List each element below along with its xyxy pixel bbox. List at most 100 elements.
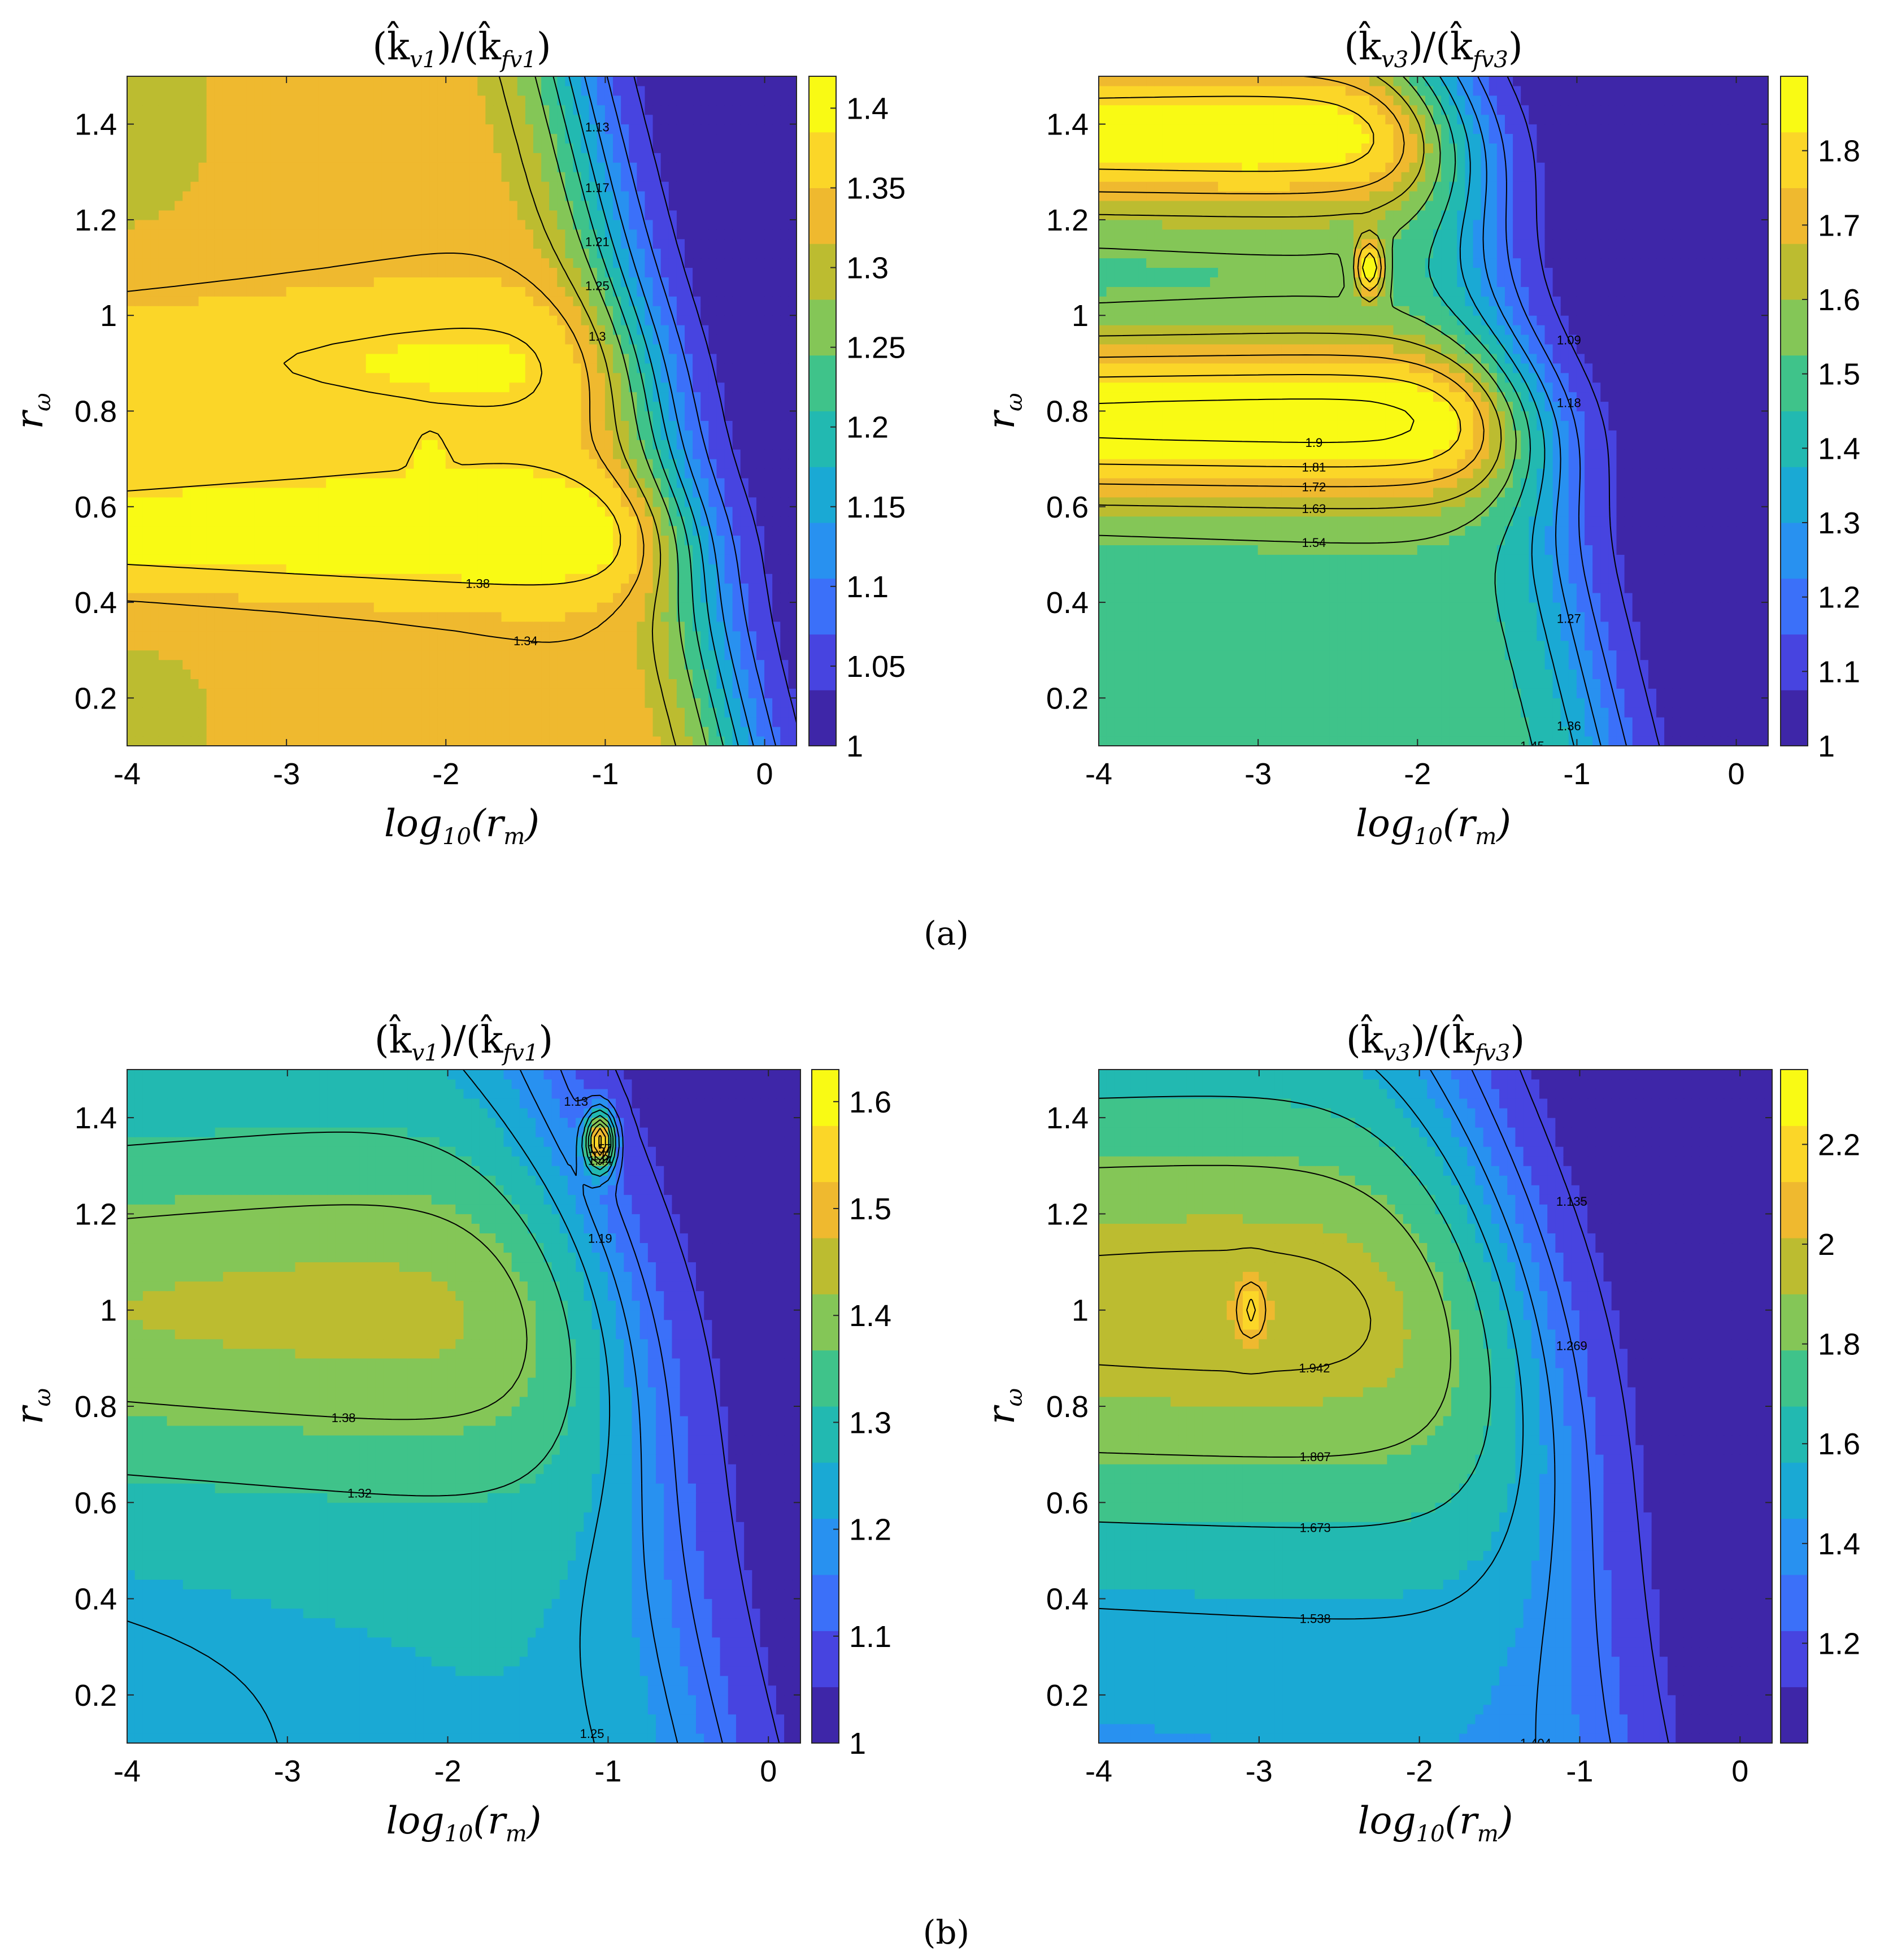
contour-cell [421,621,430,632]
contour-cell [700,248,710,259]
contour-cell [326,563,335,574]
contour-cell [421,363,430,373]
contour-cell [525,736,534,746]
contour-cell [652,219,662,230]
contour-cell [206,506,215,517]
contour-cell [270,497,279,507]
contour-cell [740,210,749,220]
contour-cell [198,669,207,679]
contour-cell [485,525,494,536]
contour-cell [462,592,471,603]
contour-cell [685,344,694,354]
contour-cell [182,688,192,698]
contour-cell [437,688,446,698]
contour-cell [175,181,184,192]
contour-cell [206,650,215,660]
contour-cell [222,181,231,192]
contour-cell [358,716,367,727]
contour-cell [238,219,247,230]
contour-cell [772,439,781,450]
contour-cell [589,516,598,527]
contour-cell [668,659,677,670]
contour-cell [477,688,486,698]
contour-cell [525,545,534,555]
contour-cell [788,669,797,679]
contour-cell [437,659,446,670]
contour-cell [509,238,518,249]
contour-cell [150,468,159,479]
contour-cell [381,640,391,651]
contour-cell [127,363,136,373]
contour-cell [485,363,494,373]
contour-cell [748,229,757,240]
contour-cell [365,535,375,545]
contour-cell [565,411,574,421]
contour-cell [222,679,231,689]
contour-cell [604,535,614,545]
contour-cell [167,621,176,632]
contour-cell [573,411,582,421]
contour-cell [406,640,415,651]
contour-cell [182,181,192,192]
contour-cell [573,592,582,603]
contour-cell [350,171,359,182]
contour-cell [740,190,749,201]
contour-cell [230,688,239,698]
contour-cell [764,411,773,421]
contour-cell [685,305,694,316]
contour-cell [501,611,510,622]
contour-cell [429,449,438,459]
contour-cell [127,315,136,325]
contour-cell [358,497,367,507]
contour-cell [469,411,478,421]
contour-cell [421,707,430,718]
contour-cell [493,248,502,259]
contour-cell [724,545,733,555]
contour-cell [629,286,638,297]
contour-cell [294,563,303,574]
contour-cell [206,334,215,345]
contour-cell [573,181,582,192]
contour-cell [565,707,574,718]
contour-cell [637,516,646,527]
contour-cell [613,650,622,660]
contour-cell [373,267,382,277]
contour-cell [533,315,542,325]
contour-cell [700,401,710,411]
contour-cell [740,583,749,593]
contour-cell [621,716,630,727]
contour-cell [318,420,327,431]
contour-cell [716,286,725,297]
contour-cell [134,650,143,660]
contour-cell [190,324,199,335]
contour-cell [310,458,319,469]
contour-cell [214,392,223,402]
contour-cell [278,353,287,364]
contour-cell [780,429,789,440]
contour-cell [453,554,462,564]
contour-cell [462,487,471,498]
contour-cell [373,286,382,297]
contour-cell [724,736,733,746]
contour-cell [732,334,741,345]
contour-cell [421,458,430,469]
contour-cell [381,506,391,517]
contour-cell [453,697,462,708]
contour-cell [772,592,781,603]
contour-cell [158,420,168,431]
contour-cell [708,392,717,402]
contour-cell [589,458,598,469]
contour-cell [175,277,184,287]
contour-cell [780,621,789,632]
contour-cell [326,190,335,201]
contour-cell [342,535,351,545]
contour-cell [597,420,606,431]
contour-cell [501,295,510,306]
contour-cell [676,295,685,306]
contour-cell [477,258,486,268]
contour-cell [788,334,797,345]
contour-cell [485,535,494,545]
contour-cell [406,716,415,727]
contour-cell [788,258,797,268]
contour-cell [190,411,199,421]
